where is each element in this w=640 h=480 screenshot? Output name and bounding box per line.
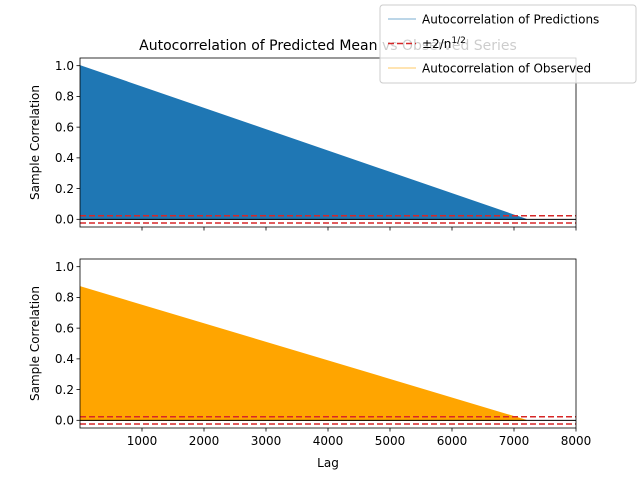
y-tick-label: 0.0 (55, 414, 74, 428)
y-tick-label: 0.2 (55, 383, 74, 397)
y-tick-label: 1.0 (55, 59, 74, 73)
x-tick-label: 4000 (313, 434, 344, 448)
y-tick-label: 0.2 (55, 182, 74, 196)
y-tick-label: 0.6 (55, 321, 74, 335)
y-axis-label: Sample Correlation (28, 85, 42, 200)
x-tick-label: 3000 (251, 434, 282, 448)
legend-label-2: ±2/n1/2 (422, 36, 466, 51)
y-tick-label: 0.8 (55, 291, 74, 305)
y-tick-label: 1.0 (55, 260, 74, 274)
y-tick-label: 0.8 (55, 90, 74, 104)
panels-group: 0.0 0.2 0.4 0.6 0.8 1.0 Sample Correlation Auto… (28, 38, 591, 470)
legend-label-text: Autocorrelation of Observed (422, 61, 591, 75)
legend-label-3: Autocorrelation of Observed (422, 61, 591, 75)
x-tick-label: 2000 (189, 434, 220, 448)
legend: Autocorrelation of Predictions ±2/n1/2 Aut… (379, 4, 637, 84)
legend-box (379, 4, 637, 84)
x-tick-label: 5000 (375, 434, 406, 448)
panel-2: 0.0 0.2 0.4 0.6 0.8 1.0 1000 2000 3000 4000 5000 60… (28, 258, 592, 470)
y-axis-label: Sample Correlation (28, 286, 42, 401)
x-tick-label: 8000 (561, 434, 592, 448)
y-tick-label: 0.0 (55, 213, 74, 227)
x-tick-label: 7000 (499, 434, 530, 448)
legend-label-1: Autocorrelation of Predictions (422, 12, 599, 26)
legend-label-text: Autocorrelation of Predictions (422, 12, 599, 26)
y-tick-label: 0.4 (55, 352, 74, 366)
y-tick-label: 0.6 (55, 120, 74, 134)
legend-label-superscript: 1/2 (451, 36, 465, 46)
x-axis-label: Lag (317, 456, 339, 470)
plot-area (80, 286, 576, 425)
plot-area (80, 65, 576, 224)
legend-label-text: ±2/n (422, 37, 451, 51)
y-tick-label: 0.4 (55, 151, 74, 165)
x-tick-label: 6000 (437, 434, 468, 448)
x-tick-label: 1000 (127, 434, 158, 448)
